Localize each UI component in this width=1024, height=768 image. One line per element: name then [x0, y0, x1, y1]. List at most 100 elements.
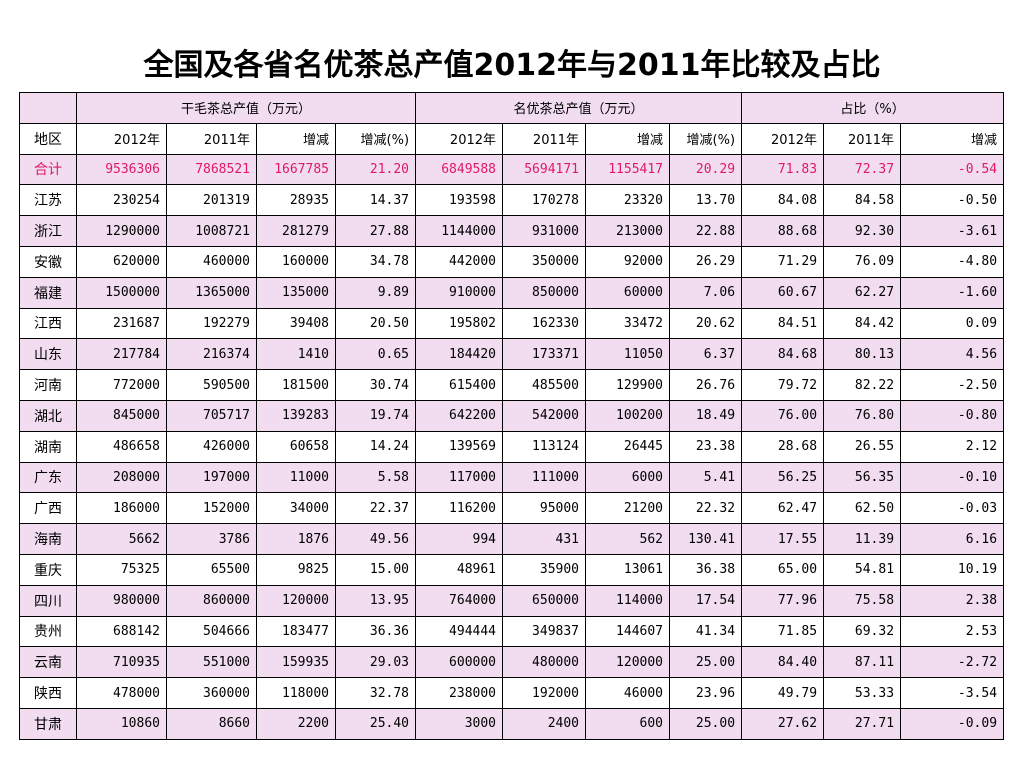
region-cell: 安徽: [19, 245, 77, 278]
dry-2012-cell: 10860: [76, 707, 167, 740]
header-premium-2011: 2011年: [502, 122, 587, 155]
header-premium-2012: 2012年: [415, 122, 504, 155]
table-row: 安徽 620000 460000 160000 34.78 442000 350000 920…: [19, 245, 1005, 278]
premium-2012-cell: 6849588: [415, 153, 504, 186]
ratio-2011-cell: 56.35: [823, 461, 902, 494]
page-title: 全国及各省名优茶总产值2012年与2011年比较及占比: [143, 48, 881, 83]
premium-2012-cell: 184420: [415, 338, 504, 371]
dry-change-cell: 1876: [256, 523, 336, 555]
ratio-change-cell: -1.60: [900, 276, 1005, 309]
dry-2011-cell: 7868521: [166, 153, 257, 186]
premium-2012-cell: 1144000: [415, 215, 504, 247]
premium-2012-cell: 615400: [415, 369, 504, 401]
ratio-change-cell: 2.12: [900, 430, 1005, 463]
ratio-2012-cell: 76.00: [741, 399, 825, 432]
group-header-premium-tea: 名优茶总产值（万元）: [415, 92, 743, 124]
region-cell: 广东: [19, 461, 77, 494]
dry-change-cell: 159935: [256, 646, 336, 679]
dry-2012-cell: 980000: [76, 584, 167, 617]
dry-change-cell: 1667785: [256, 153, 336, 186]
premium-2011-cell: 931000: [502, 215, 587, 247]
dry-change-cell: 28935: [256, 184, 336, 217]
region-cell: 云南: [19, 646, 77, 679]
premium-2012-cell: 117000: [415, 461, 504, 494]
dry-2012-cell: 217784: [76, 338, 167, 371]
premium-change-pct-cell: 36.38: [669, 553, 743, 586]
premium-change-pct-cell: 5.41: [669, 461, 743, 494]
premium-2012-cell: 764000: [415, 584, 504, 617]
table-row: 重庆 75325 65500 9825 15.00 48961 35900 13061 36.3…: [19, 553, 1005, 586]
dry-change-cell: 11000: [256, 461, 336, 494]
dry-change-pct-cell: 0.65: [334, 338, 417, 371]
region-cell: 甘肃: [19, 707, 77, 740]
dry-2012-cell: 186000: [76, 492, 167, 525]
premium-change-pct-cell: 130.41: [669, 523, 743, 555]
ratio-2011-cell: 76.09: [823, 245, 902, 278]
premium-change-cell: 600: [585, 707, 671, 740]
premium-2012-cell: 116200: [415, 492, 504, 525]
dry-change-pct-cell: 25.40: [334, 707, 417, 740]
premium-change-cell: 26445: [585, 430, 671, 463]
group-header-ratio: 占比（%）: [741, 92, 1005, 124]
dry-2011-cell: 152000: [166, 492, 257, 525]
region-cell: 浙江: [19, 215, 77, 247]
ratio-change-cell: -0.09: [900, 707, 1005, 740]
dry-change-cell: 120000: [256, 584, 336, 617]
region-cell: 四川: [19, 584, 77, 617]
dry-2011-cell: 8660: [166, 707, 257, 740]
dry-change-pct-cell: 5.58: [334, 461, 417, 494]
data-table: 干毛茶总产值（万元） 名优茶总产值（万元） 占比（%） 地区 2012年 201…: [19, 92, 1005, 740]
header-region: 地区: [19, 122, 77, 155]
premium-change-pct-cell: 26.29: [669, 245, 743, 278]
premium-change-cell: 21200: [585, 492, 671, 525]
ratio-2011-cell: 80.13: [823, 338, 902, 371]
dry-change-cell: 2200: [256, 707, 336, 740]
dry-change-pct-cell: 36.36: [334, 615, 417, 648]
premium-change-cell: 6000: [585, 461, 671, 494]
ratio-2011-cell: 54.81: [823, 553, 902, 586]
region-cell: 湖北: [19, 399, 77, 432]
premium-2012-cell: 910000: [415, 276, 504, 309]
ratio-2012-cell: 65.00: [741, 553, 825, 586]
table-row: 福建 1500000 1365000 135000 9.89 910000 850000 60…: [19, 276, 1005, 309]
ratio-change-cell: -4.80: [900, 245, 1005, 278]
ratio-2011-cell: 62.27: [823, 276, 902, 309]
dry-2012-cell: 5662: [76, 523, 167, 555]
dry-2011-cell: 192279: [166, 307, 257, 340]
ratio-2012-cell: 60.67: [741, 276, 825, 309]
ratio-2012-cell: 56.25: [741, 461, 825, 494]
premium-2012-cell: 3000: [415, 707, 504, 740]
ratio-change-cell: 0.09: [900, 307, 1005, 340]
premium-change-cell: 129900: [585, 369, 671, 401]
region-cell: 江西: [19, 307, 77, 340]
ratio-2012-cell: 88.68: [741, 215, 825, 247]
header-dry-2012: 2012年: [76, 122, 167, 155]
ratio-2012-cell: 71.29: [741, 245, 825, 278]
ratio-change-cell: -3.61: [900, 215, 1005, 247]
header-dry-change: 增减: [256, 122, 336, 155]
ratio-2011-cell: 26.55: [823, 430, 902, 463]
table-row: 河南 772000 590500 181500 30.74 615400 485500 129…: [19, 369, 1005, 401]
ratio-2012-cell: 77.96: [741, 584, 825, 617]
premium-change-cell: 562: [585, 523, 671, 555]
dry-2011-cell: 1365000: [166, 276, 257, 309]
ratio-2011-cell: 82.22: [823, 369, 902, 401]
premium-2011-cell: 170278: [502, 184, 587, 217]
dry-change-cell: 135000: [256, 276, 336, 309]
ratio-2012-cell: 71.83: [741, 153, 825, 186]
premium-change-pct-cell: 20.62: [669, 307, 743, 340]
header-ratio-2012: 2012年: [741, 122, 825, 155]
premium-change-cell: 33472: [585, 307, 671, 340]
premium-2011-cell: 113124: [502, 430, 587, 463]
dry-change-cell: 183477: [256, 615, 336, 648]
premium-change-pct-cell: 6.37: [669, 338, 743, 371]
ratio-change-cell: -0.50: [900, 184, 1005, 217]
total-row: 合计 9536306 7868521 1667785 21.20 6849588 56941…: [19, 153, 1005, 186]
region-cell: 湖南: [19, 430, 77, 463]
ratio-2012-cell: 84.51: [741, 307, 825, 340]
dry-2011-cell: 705717: [166, 399, 257, 432]
dry-2011-cell: 860000: [166, 584, 257, 617]
table-row: 浙江 1290000 1008721 281279 27.88 1144000 931000…: [19, 215, 1005, 247]
ratio-2012-cell: 84.68: [741, 338, 825, 371]
region-cell: 江苏: [19, 184, 77, 217]
